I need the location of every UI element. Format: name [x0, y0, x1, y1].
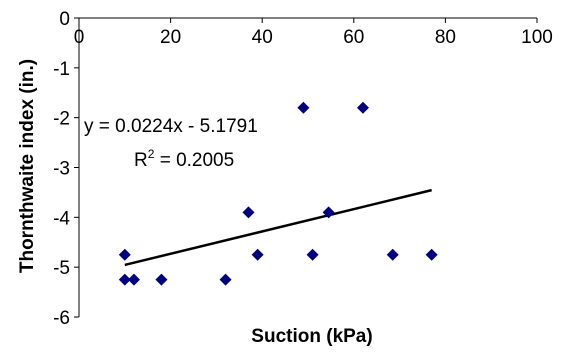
data-point: [118, 248, 131, 261]
y-tick-label: 0: [59, 9, 70, 30]
r-squared-r: R: [134, 150, 148, 171]
data-point: [155, 273, 168, 286]
x-axis-title: Suction (kPa): [251, 326, 372, 347]
equation-label: y = 0.0224x - 5.1791: [84, 116, 258, 137]
y-tick-label: -3: [53, 159, 70, 180]
x-tick-label: 60: [343, 27, 364, 48]
x-tick-label: 100: [521, 27, 553, 48]
data-point: [322, 206, 335, 219]
data-point: [251, 248, 264, 261]
data-point: [297, 101, 310, 114]
data-point: [127, 273, 140, 286]
data-point: [242, 206, 255, 219]
y-tick-label: -6: [53, 308, 70, 329]
x-tick-label: 0: [74, 27, 85, 48]
data-points: [118, 101, 438, 286]
r-squared-superscript: 2: [148, 147, 155, 161]
x-tick-label: 80: [435, 27, 456, 48]
trendline: [124, 188, 432, 267]
y-tick-label: -2: [53, 109, 70, 130]
y-ticks: 0 -1 -2 -3 -4 -5 -6: [53, 9, 79, 329]
x-tick-label: 20: [160, 27, 181, 48]
data-point: [118, 273, 131, 286]
plot-area: 0-1-2-3-4-5-6 0 20 40 60 80 100: [53, 9, 553, 329]
r-squared-value: = 0.2005: [154, 150, 234, 171]
x-tick-label: 40: [252, 27, 273, 48]
x-ticks: 0 20 40 60 80 100: [74, 18, 553, 48]
y-tick-label: -1: [53, 59, 70, 80]
y-axis-title: Thornthwaite index (in.): [17, 59, 38, 273]
y-tick-label: -4: [53, 208, 70, 229]
data-point: [386, 248, 399, 261]
r-squared-label: R2 = 0.2005: [134, 147, 234, 171]
data-point: [356, 101, 369, 114]
data-point: [306, 248, 319, 261]
data-point: [219, 273, 232, 286]
y-tick-label: -5: [53, 258, 70, 279]
data-point: [425, 248, 438, 261]
